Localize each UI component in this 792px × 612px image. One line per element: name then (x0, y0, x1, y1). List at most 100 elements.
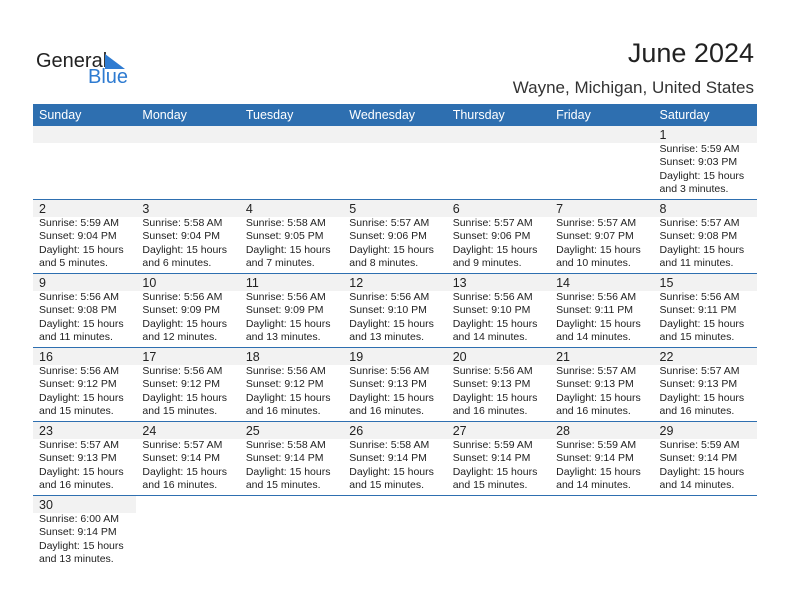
week-row: 2 Sunrise: 5:59 AM Sunset: 9:04 PM Daylight… (33, 199, 757, 273)
sunset-text: Sunset: 9:09 PM (142, 304, 221, 317)
day-cell (550, 126, 654, 199)
daylight-text: Daylight: 15 hours (452, 465, 538, 478)
sunrise-text: Sunrise: 5:56 AM (452, 365, 533, 377)
day-number: 14 (550, 274, 654, 291)
sunset-text: Sunset: 9:13 PM (556, 378, 634, 391)
sunrise-text: Sunrise: 5:58 AM (245, 439, 326, 451)
sunrise-text: Sunrise: 5:58 AM (142, 217, 223, 229)
sunset-text: Sunset: 9:13 PM (659, 378, 738, 391)
sunrise-text: Sunrise: 5:57 AM (452, 217, 533, 229)
sunset-text: Sunset: 9:03 PM (659, 156, 738, 169)
sunrise-text: Sunrise: 5:59 AM (39, 217, 119, 229)
day-cell: 6 Sunrise: 5:57 AM Sunset: 9:06 PM Daylight… (446, 200, 551, 273)
day-cell (654, 496, 757, 569)
sunset-text: Sunset: 9:14 PM (659, 452, 738, 465)
sunset-text: Sunset: 9:06 PM (349, 230, 427, 243)
day-cell: 14 Sunrise: 5:56 AM Sunset: 9:11 PM Dayligh… (550, 274, 654, 347)
day-cell (343, 496, 446, 569)
day-cell (446, 126, 551, 199)
sunset-text: Sunset: 9:13 PM (349, 378, 427, 391)
sunset-text: Sunset: 9:10 PM (452, 304, 531, 317)
day-number: 4 (239, 200, 344, 217)
daylight-text: Daylight: 15 hours (39, 243, 124, 256)
minutes-text: and 11 minutes. (39, 331, 113, 344)
minutes-text: and 14 minutes. (556, 331, 631, 344)
day-cell: 8 Sunrise: 5:57 AM Sunset: 9:08 PM Daylight… (653, 200, 757, 273)
minutes-text: and 15 minutes. (452, 479, 528, 492)
day-cell: 26 Sunrise: 5:58 AM Sunset: 9:14 PM Dayligh… (343, 422, 447, 495)
day-number: 6 (446, 200, 551, 217)
day-number: 17 (136, 348, 240, 365)
sunrise-text: Sunrise: 5:57 AM (39, 439, 119, 451)
sunset-text: Sunset: 9:06 PM (452, 230, 531, 243)
daylight-text: Daylight: 15 hours (245, 465, 331, 478)
sunrise-text: Sunrise: 5:56 AM (39, 291, 119, 303)
logo-triangle-icon (105, 54, 125, 69)
minutes-text: and 13 minutes. (349, 331, 424, 344)
day-number (446, 126, 551, 143)
minutes-text: and 15 minutes. (39, 405, 114, 418)
sunrise-text: Sunrise: 5:57 AM (659, 217, 740, 229)
day-cell: 20 Sunrise: 5:56 AM Sunset: 9:13 PM Dayligh… (446, 348, 551, 421)
sunrise-text: Sunrise: 5:56 AM (142, 291, 223, 303)
day-cell: 7 Sunrise: 5:57 AM Sunset: 9:07 PM Daylight… (550, 200, 654, 273)
day-number: 13 (446, 274, 551, 291)
minutes-text: and 14 minutes. (452, 331, 528, 344)
day-cell (239, 126, 344, 199)
minutes-text: and 12 minutes. (142, 331, 218, 344)
day-cell: 18 Sunrise: 5:56 AM Sunset: 9:12 PM Dayligh… (239, 348, 344, 421)
daylight-text: Daylight: 15 hours (349, 391, 434, 404)
sunset-text: Sunset: 9:07 PM (556, 230, 634, 243)
day-cell: 27 Sunrise: 5:59 AM Sunset: 9:14 PM Dayligh… (446, 422, 551, 495)
minutes-text: and 13 minutes. (245, 331, 321, 344)
sunset-text: Sunset: 9:14 PM (349, 452, 427, 465)
day-number: 30 (33, 496, 137, 513)
minutes-text: and 15 minutes. (659, 331, 735, 344)
day-cell (240, 496, 343, 569)
daylight-text: Daylight: 15 hours (659, 169, 745, 182)
day-cell: 5 Sunrise: 5:57 AM Sunset: 9:06 PM Daylight… (343, 200, 447, 273)
minutes-text: and 16 minutes. (245, 405, 321, 418)
sunset-text: Sunset: 9:10 PM (349, 304, 427, 317)
weekday-tuesday: Tuesday (245, 108, 294, 122)
sunrise-text: Sunrise: 5:57 AM (556, 217, 637, 229)
day-number (239, 126, 344, 143)
day-number: 15 (653, 274, 757, 291)
sunset-text: Sunset: 9:13 PM (39, 452, 117, 465)
daylight-text: Daylight: 15 hours (349, 317, 434, 330)
sunrise-text: Sunrise: 5:59 AM (659, 439, 740, 451)
day-number: 18 (239, 348, 344, 365)
day-cell: 11 Sunrise: 5:56 AM Sunset: 9:09 PM Dayligh… (239, 274, 344, 347)
day-number (343, 126, 447, 143)
daylight-text: Daylight: 15 hours (39, 539, 124, 552)
daylight-text: Daylight: 15 hours (556, 391, 641, 404)
sunrise-text: Sunrise: 5:56 AM (659, 291, 740, 303)
daylight-text: Daylight: 15 hours (245, 317, 331, 330)
minutes-text: and 15 minutes. (349, 479, 424, 492)
day-cell: 16 Sunrise: 5:56 AM Sunset: 9:12 PM Dayligh… (33, 348, 137, 421)
day-number (550, 126, 654, 143)
week-row: 16 Sunrise: 5:56 AM Sunset: 9:12 PM Dayligh… (33, 347, 757, 421)
sunrise-text: Sunrise: 5:56 AM (452, 291, 533, 303)
sunrise-text: Sunrise: 5:57 AM (349, 217, 430, 229)
minutes-text: and 9 minutes. (452, 257, 522, 270)
day-number: 25 (239, 422, 344, 439)
day-number (33, 126, 137, 143)
minutes-text: and 11 minutes. (659, 257, 734, 270)
sunrise-text: Sunrise: 5:57 AM (142, 439, 223, 451)
day-cell (136, 126, 240, 199)
calendar-grid: Sunday Monday Tuesday Wednesday Thursday Frid… (33, 104, 757, 569)
day-cell: 22 Sunrise: 5:57 AM Sunset: 9:13 PM Dayligh… (653, 348, 757, 421)
day-cell (550, 496, 653, 569)
weekday-header: Sunday Monday Tuesday Wednesday Thursday Frid… (33, 104, 757, 126)
sunrise-text: Sunrise: 5:56 AM (556, 291, 637, 303)
day-cell: 25 Sunrise: 5:58 AM Sunset: 9:14 PM Dayligh… (239, 422, 344, 495)
day-cell: 2 Sunrise: 5:59 AM Sunset: 9:04 PM Daylight… (33, 200, 137, 273)
day-cell: 21 Sunrise: 5:57 AM Sunset: 9:13 PM Dayligh… (550, 348, 654, 421)
sunset-text: Sunset: 9:12 PM (142, 378, 221, 391)
sunset-text: Sunset: 9:13 PM (452, 378, 531, 391)
day-number: 7 (550, 200, 654, 217)
daylight-text: Daylight: 15 hours (659, 317, 745, 330)
day-cell: 13 Sunrise: 5:56 AM Sunset: 9:10 PM Dayligh… (446, 274, 551, 347)
sunrise-text: Sunrise: 5:56 AM (349, 365, 430, 377)
